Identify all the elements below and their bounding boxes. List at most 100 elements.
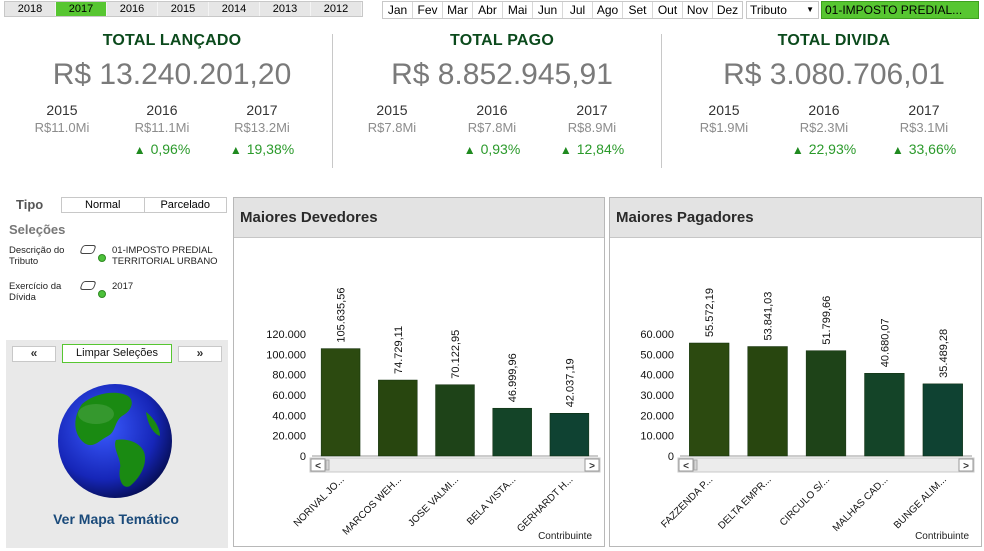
- chevron-right-icon: >: [589, 461, 595, 472]
- year-option-2017[interactable]: 2017: [56, 2, 107, 16]
- bar[interactable]: [747, 346, 788, 457]
- navigation-panel: « Limpar Seleções » Ver Mapa Temático: [6, 340, 228, 548]
- bar[interactable]: [492, 407, 532, 457]
- x-tick-label: JOSE VALMI...: [406, 474, 461, 529]
- scrollbar-thumb[interactable]: [325, 459, 330, 471]
- month-option-mar[interactable]: Mar: [443, 2, 473, 18]
- bar[interactable]: [378, 379, 418, 457]
- kpi-year-value: R$11.0Mi: [34, 120, 90, 135]
- bar-value-label: 74.729,11: [393, 326, 405, 374]
- divider: [332, 34, 333, 168]
- x-axis-label: Contribuinte: [915, 531, 969, 542]
- arrow-up-icon: ▲: [559, 143, 572, 157]
- month-option-jun[interactable]: Jun: [533, 2, 563, 18]
- horizontal-scrollbar[interactable]: [309, 457, 601, 473]
- scroll-right-button[interactable]: [958, 458, 974, 472]
- bar-value-label: 70.122,95: [450, 330, 462, 379]
- eraser-icon[interactable]: [79, 245, 97, 254]
- bar[interactable]: [435, 384, 475, 457]
- kpi-year-label: 2017: [246, 102, 278, 118]
- year-option-2015[interactable]: 2015: [158, 2, 209, 16]
- scroll-left-button[interactable]: [678, 458, 694, 472]
- kpi-year-value: R$7.8Mi: [367, 120, 417, 135]
- month-option-jul[interactable]: Jul: [563, 2, 593, 18]
- x-tick-label: NORIVAL JO...: [292, 474, 347, 529]
- tipo-label: Tipo: [16, 197, 44, 212]
- month-option-abr[interactable]: Abr: [473, 2, 503, 18]
- selection-value: 01-IMPOSTO PREDIAL TERRITORIAL URBANO: [112, 245, 218, 267]
- kpi-year-label: 2016: [476, 102, 508, 118]
- bar[interactable]: [864, 373, 905, 457]
- year-option-2018[interactable]: 2018: [5, 2, 56, 16]
- kpi-year-value: R$1.9Mi: [699, 120, 749, 135]
- year-selector: 2018 2017 2016 2015 2014 2013 2012: [4, 1, 363, 17]
- globe-icon[interactable]: [56, 382, 174, 500]
- selection-status-dot: [98, 290, 106, 298]
- month-option-dez[interactable]: Dez: [716, 3, 739, 17]
- bar-value-label: 46.999,96: [507, 353, 519, 402]
- kpi-year-label: 2016: [146, 102, 178, 118]
- year-option-2016[interactable]: 2016: [107, 2, 158, 16]
- kpi-growth-pct: 19,38%: [246, 141, 295, 157]
- month-option-ago[interactable]: Ago: [593, 2, 623, 18]
- kpi-year-breakdown: 2015 R$11.0Mi 2016 R$11.1Mi ▲ 0,96% 2017 R$13.2…: [12, 102, 332, 162]
- year-option-2013[interactable]: 2013: [260, 2, 311, 16]
- x-tick-label: BELA VISTA...: [465, 474, 518, 527]
- tributo-dropdown-label: Tributo: [750, 3, 787, 17]
- y-tick-label: 10.000: [640, 431, 674, 443]
- forward-button[interactable]: »: [178, 346, 222, 362]
- tipo-option-normal[interactable]: Normal: [62, 198, 145, 212]
- kpi-value: R$ 3.080.706,01: [723, 58, 945, 91]
- kpi-total-pago: TOTAL PAGO R$ 8.852.945,91 2015 R$7.8Mi 20…: [342, 32, 662, 162]
- kpi-year-2015: 2015 R$11.0Mi: [17, 102, 107, 135]
- kpi-year-2017: 2017 R$8.9Mi ▲ 12,84%: [547, 102, 637, 157]
- bar[interactable]: [320, 348, 361, 457]
- month-option-out[interactable]: Out: [653, 2, 683, 18]
- tipo-option-parcelado[interactable]: Parcelado: [160, 199, 211, 211]
- bar[interactable]: [805, 350, 847, 457]
- scroll-left-button[interactable]: [310, 458, 326, 472]
- tributo-selected-value[interactable]: 01-IMPOSTO PREDIAL...: [821, 1, 979, 19]
- kpi-year-value: R$7.8Mi: [467, 120, 517, 135]
- scrollbar-thumb[interactable]: [693, 459, 698, 471]
- month-option-mai[interactable]: Mai: [503, 2, 533, 18]
- kpi-year-value: R$11.1Mi: [134, 120, 190, 135]
- bar-value-label: 51.799,66: [821, 296, 833, 345]
- bar[interactable]: [922, 383, 963, 457]
- month-option-set[interactable]: Set: [623, 2, 653, 18]
- month-option-jan[interactable]: Jan: [383, 2, 413, 18]
- chevron-right-icon: >: [963, 461, 969, 472]
- horizontal-scrollbar[interactable]: [677, 457, 975, 473]
- kpi-year-2016: 2016 R$2.3Mi ▲ 22,93%: [779, 102, 869, 157]
- kpi-year-2016: 2016 R$7.8Mi ▲ 0,93%: [447, 102, 537, 157]
- thematic-map-link[interactable]: Ver Mapa Temático: [53, 511, 179, 527]
- bar-chart-devedores: 0 20.000 40.000 60.000 80.000 100.000 120.000 1…: [266, 288, 601, 538]
- bar-value-label: 40.680,07: [879, 318, 891, 367]
- chart-header: Maiores Pagadores: [610, 198, 981, 238]
- bar-chart-pagadores: 0 10.000 20.000 30.000 40.000 50.000 60.000 55.…: [640, 288, 975, 534]
- year-option-2012[interactable]: 2012: [311, 2, 362, 16]
- month-option-nov[interactable]: Nov: [683, 2, 713, 18]
- kpi-year-label: 2015: [376, 102, 408, 118]
- bar[interactable]: [549, 413, 590, 457]
- arrow-up-icon: ▲: [791, 143, 804, 157]
- y-tick-label: 40.000: [272, 410, 306, 422]
- y-tick-label: 20.000: [272, 431, 306, 443]
- arrow-up-icon: ▲: [463, 143, 476, 157]
- kpi-title: TOTAL DIVIDA: [777, 32, 891, 49]
- kpi-growth-pct: 22,93%: [808, 141, 857, 157]
- scroll-right-button[interactable]: [584, 458, 600, 472]
- chart-title: Maiores Devedores: [240, 209, 378, 226]
- back-button[interactable]: «: [12, 346, 56, 362]
- month-option-fev[interactable]: Fev: [413, 2, 443, 18]
- kpi-year-label: 2015: [46, 102, 78, 118]
- tributo-dropdown[interactable]: Tributo ▼: [746, 1, 819, 19]
- kpi-value: R$ 8.852.945,91: [391, 58, 613, 91]
- kpi-year-value: R$3.1Mi: [899, 120, 949, 135]
- eraser-icon[interactable]: [79, 281, 97, 290]
- kpi-year-label: 2017: [908, 102, 940, 118]
- bar[interactable]: [689, 342, 730, 457]
- bar-value-label: 55.572,19: [704, 288, 716, 337]
- clear-selections-button[interactable]: Limpar Seleções: [62, 344, 172, 363]
- year-option-2014[interactable]: 2014: [209, 2, 260, 16]
